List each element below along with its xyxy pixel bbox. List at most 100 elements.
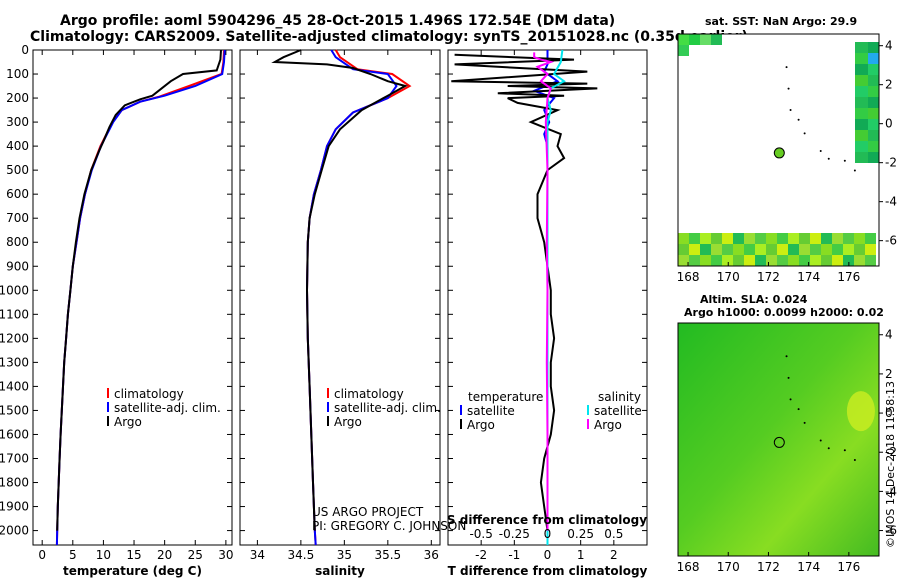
series-line-difference (451, 53, 598, 531)
island-dot (797, 118, 800, 121)
map-y-tick-label: -4 (885, 484, 897, 498)
sst-cell (868, 141, 879, 152)
x-tick-label: 25 (188, 548, 203, 562)
map-x-tick-label: 176 (837, 560, 860, 574)
sst-cell (810, 255, 821, 266)
sst-cell (799, 255, 810, 266)
x-tick-label: 1 (577, 548, 585, 562)
sst-cell (855, 42, 868, 53)
x-tick-label: -1 (508, 548, 520, 562)
sst-cell (755, 255, 766, 266)
sst-cell (868, 130, 879, 141)
sst-cell (744, 244, 755, 255)
x-tick-label: 15 (126, 548, 141, 562)
x-tick-label: 35.5 (374, 548, 401, 562)
map-y-tick-label: -2 (885, 156, 897, 170)
island-dot (843, 159, 846, 162)
x-tick-label: 5 (69, 548, 77, 562)
x-axis-label: T difference from climatology (448, 564, 648, 578)
depth-tick-label: 1100 (0, 307, 29, 321)
depth-tick-label: 1000 (0, 283, 29, 297)
sst-cell (788, 255, 799, 266)
sst-cell (689, 244, 700, 255)
sst-cell (855, 141, 868, 152)
sst-cell (855, 130, 868, 141)
legend-label: Argo (334, 415, 362, 429)
island-dot (827, 157, 830, 160)
depth-tick-label: 400 (6, 139, 29, 153)
island-dot (853, 459, 856, 462)
sst-cell (868, 64, 879, 75)
sst-cell (678, 255, 689, 266)
sst-cell (810, 233, 821, 244)
top-tick-label: -0.5 (469, 527, 492, 541)
panel-frame-temperature (32, 49, 233, 546)
legend-title-salinity: salinity (598, 390, 641, 404)
map-x-tick-label: 174 (797, 560, 820, 574)
series-line-salinity (271, 49, 408, 531)
sst-cell (722, 233, 733, 244)
x-axis-label: salinity (315, 564, 365, 578)
altim-map-background (678, 323, 879, 556)
sst-cell (855, 119, 868, 130)
sst-cell (832, 255, 843, 266)
legend-label: satellite (594, 404, 642, 418)
top-axis-label: S difference from climatology (447, 513, 647, 527)
sst-cell (722, 244, 733, 255)
x-tick-label: 36 (424, 548, 439, 562)
sst-cell (678, 244, 689, 255)
x-tick-label: 0 (38, 548, 46, 562)
island-dot (789, 398, 792, 401)
sst-map-title: sat. SST: NaN Argo: 29.9 (705, 15, 858, 28)
map-y-tick-label: 2 (885, 78, 893, 92)
sst-cell (865, 244, 876, 255)
depth-tick-label: 1900 (0, 500, 29, 514)
series-line-salinity (305, 49, 398, 546)
annotation-pi: PI: GREGORY C. JOHNSON (312, 519, 466, 533)
map-x-tick-label: 168 (677, 270, 700, 284)
sst-cell (843, 244, 854, 255)
sst-cell (868, 119, 879, 130)
sst-cell (788, 233, 799, 244)
depth-tick-label: 1700 (0, 451, 29, 465)
sst-cell (868, 86, 879, 97)
depth-tick-label: 1500 (0, 403, 29, 417)
legend-label: satellite-adj. clim. (114, 401, 221, 415)
legend-label: Argo (114, 415, 142, 429)
map-y-tick-label: 0 (885, 406, 893, 420)
map-x-tick-label: 170 (717, 560, 740, 574)
sst-cell (722, 255, 733, 266)
sst-cell (755, 233, 766, 244)
depth-tick-label: 2000 (0, 524, 29, 538)
sst-cell (854, 233, 865, 244)
sst-cell (832, 233, 843, 244)
sst-cell (711, 233, 722, 244)
island-dot (797, 408, 800, 411)
sst-cell (810, 244, 821, 255)
legend-label: satellite-adj. clim. (334, 401, 441, 415)
altim-map-title-line-2: Argo h1000: 0.0099 h2000: 0.02 (684, 306, 884, 319)
top-tick-label: 0.5 (604, 527, 623, 541)
sst-cell (700, 244, 711, 255)
sst-cell (868, 53, 879, 64)
depth-tick-label: 800 (6, 235, 29, 249)
sst-cell (854, 255, 865, 266)
depth-tick-label: 1800 (0, 476, 29, 490)
sst-cell (744, 233, 755, 244)
legend-label: Argo (467, 418, 495, 432)
sst-cell (855, 64, 868, 75)
sst-cell (777, 255, 788, 266)
sst-cell (689, 34, 700, 45)
sst-cell (868, 97, 879, 108)
top-tick-label: 0.25 (567, 527, 594, 541)
argo-float-marker (773, 147, 785, 159)
depth-tick-label: 200 (6, 91, 29, 105)
legend-label: satellite (467, 404, 515, 418)
panel-frame-salinity (239, 49, 441, 546)
map-y-tick-label: -4 (885, 195, 897, 209)
series-line-temperature (55, 49, 226, 546)
sst-cell (788, 244, 799, 255)
altim-map-title-line-1: Altim. SLA: 0.024 (700, 293, 808, 306)
sst-cell (766, 233, 777, 244)
